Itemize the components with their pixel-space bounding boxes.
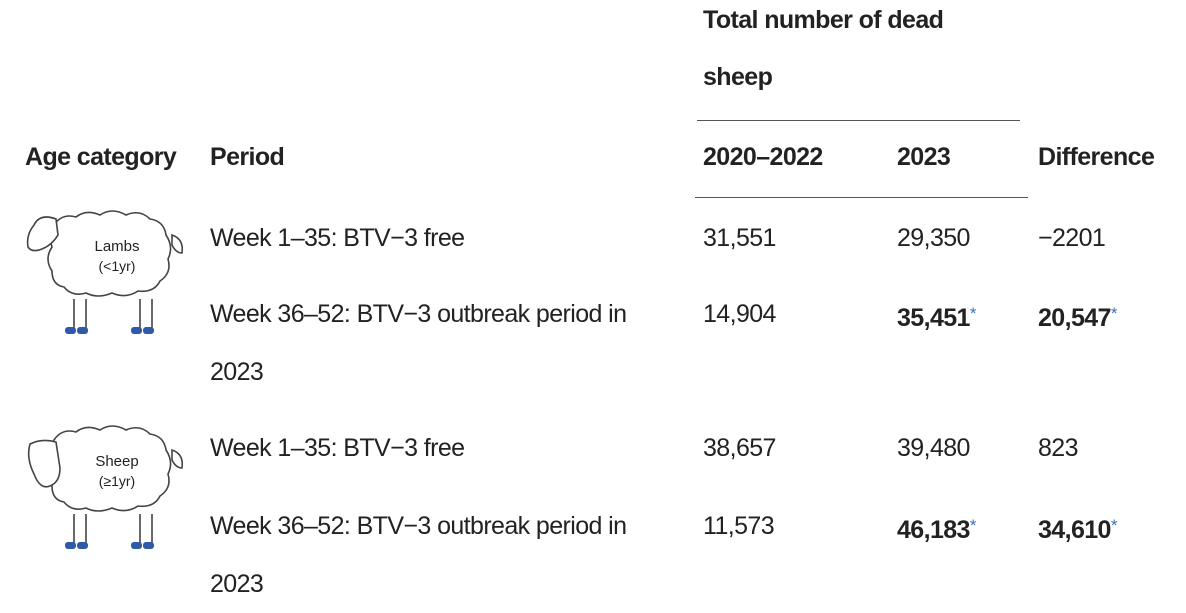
footnote-marker: *: [970, 516, 976, 535]
header-rule: [697, 120, 1020, 121]
value: 11,573: [703, 512, 774, 540]
value: 31,551: [703, 224, 776, 252]
sheep-hoof: [131, 327, 142, 334]
sheep-head: [29, 440, 60, 486]
value-cell: 35,451*: [897, 285, 976, 347]
column-header: 2020–2022: [703, 128, 823, 186]
period: Week 1–35: BTV−3 free: [210, 419, 675, 477]
sheep-leg: [80, 514, 86, 544]
sheep-hoof: [65, 542, 76, 549]
group-header: Total number of dead sheep: [703, 0, 973, 106]
value-cell: 39,480: [897, 419, 970, 477]
value: 29,350: [897, 224, 970, 252]
sheep-hoof: [143, 327, 154, 334]
period: Week 1–35: BTV−3 free: [210, 209, 675, 267]
footnote-marker: *: [970, 304, 976, 323]
column-header: Difference: [1038, 128, 1154, 186]
value: 46,183: [897, 516, 970, 544]
sheep-hoof: [65, 327, 76, 334]
icon-label: Sheep: [95, 453, 138, 470]
sheep-hoof: [131, 542, 142, 549]
value: 38,657: [703, 434, 776, 462]
sheep-leg: [68, 299, 74, 329]
sheep-icon: Sheep (≥1yr): [22, 420, 192, 565]
footnote-marker: *: [1111, 304, 1117, 323]
column-header: 2023: [897, 128, 950, 186]
header-rule: [695, 197, 1028, 198]
value: 14,904: [703, 300, 776, 328]
value: 35,451: [897, 304, 970, 332]
value-cell: −2201: [1038, 209, 1105, 267]
value-cell: 11,573: [703, 497, 774, 555]
column-header: Period: [210, 128, 284, 186]
value-cell: 31,551: [703, 209, 776, 267]
period: Week 36–52: BTV−3 outbreak period in 202…: [210, 285, 675, 401]
sheep-hoof: [143, 542, 154, 549]
icon-sublabel: (≥1yr): [99, 473, 135, 489]
footnote-marker: *: [1111, 516, 1117, 535]
value-cell: 46,183*: [897, 497, 976, 559]
icon-label: Lambs: [94, 238, 139, 255]
page: Total number of dead sheep Age category …: [0, 0, 1186, 597]
value: 39,480: [897, 434, 970, 462]
value-cell: 38,657: [703, 419, 776, 477]
value: 20,547: [1038, 304, 1111, 332]
sheep-icon: Lambs (<1yr): [22, 205, 192, 350]
period: Week 36–52: BTV−3 outbreak period in 202…: [210, 497, 675, 613]
value-cell: 29,350: [897, 209, 970, 267]
sheep-leg: [80, 299, 86, 329]
sheep-leg: [146, 299, 152, 329]
value-cell: 34,610*: [1038, 497, 1117, 559]
value-cell: 823: [1038, 419, 1078, 477]
value: −2201: [1038, 224, 1105, 252]
value-cell: 14,904: [703, 285, 776, 343]
sheep-leg: [68, 514, 74, 544]
value-cell: 20,547*: [1038, 285, 1117, 347]
sheep-ear: [172, 450, 182, 468]
column-header: Age category: [25, 128, 176, 186]
value: 823: [1038, 434, 1078, 462]
sheep-leg: [146, 514, 152, 544]
sheep-hoof: [77, 542, 88, 549]
sheep-hoof: [77, 327, 88, 334]
sheep-leg: [134, 514, 140, 544]
sheep-ear: [172, 235, 182, 253]
icon-sublabel: (<1yr): [99, 258, 136, 274]
sheep-leg: [134, 299, 140, 329]
value: 34,610: [1038, 516, 1111, 544]
